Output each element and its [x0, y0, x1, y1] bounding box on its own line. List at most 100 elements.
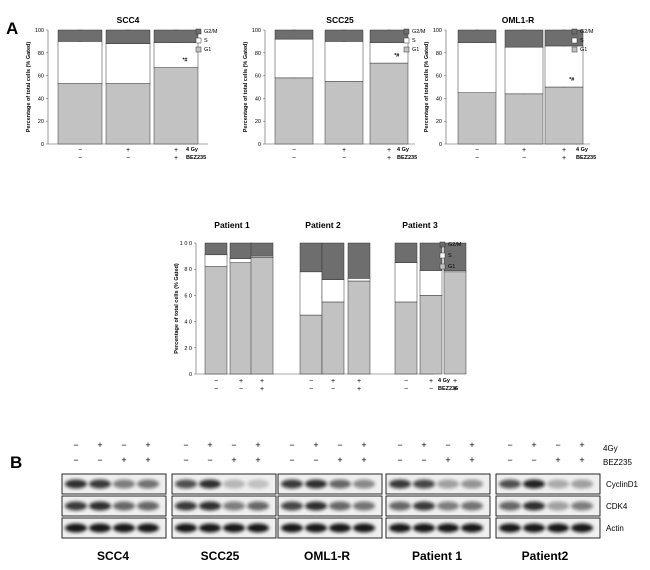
treatment-sign-row1: +	[260, 378, 264, 385]
blot-band	[175, 523, 197, 533]
bar-segment-g2m	[105, 29, 151, 44]
treatment-sign-row1: −	[292, 147, 296, 154]
treatment-label-row2: BEZ235	[186, 155, 206, 161]
treatment-label-row2: BEZ235	[397, 155, 417, 161]
wb-sign-4gy: +	[469, 440, 474, 450]
group-title: Patient 3	[402, 220, 438, 230]
legend-swatch	[571, 28, 578, 35]
protein-label: CDK4	[606, 502, 628, 511]
blot-box	[171, 517, 277, 539]
significance-annotation: *#	[394, 53, 400, 59]
legend-swatch	[439, 241, 446, 248]
blot-band	[523, 501, 545, 511]
treatment-sign-row2: −	[522, 155, 526, 162]
bar-segment-s	[324, 41, 364, 82]
bar-segment-g1	[105, 83, 151, 145]
legend-label: G2/M	[448, 242, 462, 248]
wb-sign-bez235: +	[337, 455, 342, 465]
wb-sign-bez235: −	[397, 455, 402, 465]
chart-2: 0 20 40 60 80 100 Percentage of total cells (%…	[424, 15, 596, 162]
wb-sign-4gy: +	[145, 440, 150, 450]
legend-label: G1	[204, 47, 211, 53]
y-tick-label: 100	[433, 28, 442, 34]
y-tick-label: 20	[436, 119, 442, 125]
y-tick-label: 80	[255, 51, 261, 57]
legend-label: G1	[412, 47, 419, 53]
blot-band	[89, 501, 111, 511]
wb-sign-4gy: −	[445, 440, 450, 450]
wb-sign-4gy: −	[397, 440, 402, 450]
bar-segment-g1	[347, 280, 371, 375]
chart-3: 0 2 0 4 0 6 0 8 0 1 0 0 Percentage of total ce…	[174, 220, 467, 393]
y-axis-label: Percentage of total cells (% Gated)	[243, 42, 249, 133]
y-tick-label: 40	[436, 96, 442, 102]
y-tick-label: 20	[255, 119, 261, 125]
blot-band	[65, 523, 87, 533]
treatment-sign-row2: −	[429, 386, 433, 393]
bar-segment-g2m	[250, 242, 274, 257]
wb-sign-4gy: +	[361, 440, 366, 450]
legend-label: S	[448, 253, 452, 259]
blot-band	[499, 501, 521, 511]
blot-band	[389, 479, 411, 489]
blot-band	[305, 479, 327, 489]
bar-segment-g2m	[457, 29, 497, 43]
treatment-sign-row2: −	[292, 155, 296, 162]
y-tick-label: 0	[439, 142, 442, 148]
wb-sign-4gy: +	[97, 440, 102, 450]
wb-sign-bez235: −	[97, 455, 102, 465]
y-tick-label: 40	[255, 96, 261, 102]
wb-sign-bez235: −	[289, 455, 294, 465]
bar-segment-g1	[299, 314, 323, 375]
bar-segment-g1	[153, 67, 199, 145]
blot-band	[413, 501, 435, 511]
treatment-sign-row1: −	[214, 378, 218, 385]
blot-band	[305, 501, 327, 511]
blot-box	[385, 495, 491, 517]
y-tick-label: 60	[38, 74, 44, 80]
y-tick-label: 80	[38, 51, 44, 57]
wb-sign-bez235: +	[555, 455, 560, 465]
bar-segment-s	[457, 42, 497, 93]
blot-band	[199, 523, 221, 533]
bar-segment-g2m	[544, 29, 584, 47]
y-tick-label: 4 0	[184, 320, 192, 326]
wb-sign-4gy: +	[255, 440, 260, 450]
blot-band	[461, 479, 483, 489]
blot-box	[495, 473, 601, 495]
blot-band	[571, 523, 593, 533]
blot-band	[137, 479, 159, 489]
blot-box	[61, 473, 167, 495]
blot-box	[277, 517, 383, 539]
legend-label: G1	[580, 47, 587, 53]
treatment-label-row1: 4 Gy	[397, 147, 410, 153]
treatment-sign-row2: −	[342, 155, 346, 162]
wb-sign-bez235: −	[421, 455, 426, 465]
significance-annotation: *#	[182, 58, 188, 64]
charts-layer: 0 20 40 60 80 100 Percentage of total cells (%…	[26, 15, 596, 393]
blot-band	[113, 523, 135, 533]
blot-band	[305, 523, 327, 533]
legend-swatch	[571, 46, 578, 53]
blot-band	[281, 501, 303, 511]
treatment-sign-row1: −	[475, 147, 479, 154]
blot-band	[113, 501, 135, 511]
blot-box	[171, 495, 277, 517]
wb-sign-4gy: −	[231, 440, 236, 450]
wb-label-bez235: BEZ235	[603, 458, 632, 467]
treatment-label-row1: 4 Gy	[576, 147, 589, 153]
blot-band	[437, 523, 459, 533]
wb-sign-4gy: −	[507, 440, 512, 450]
wb-sign-bez235: −	[507, 455, 512, 465]
blot-band	[89, 523, 111, 533]
protein-label: CyclinD1	[606, 480, 639, 489]
bar-segment-g2m	[504, 29, 544, 48]
bar-segment-s	[299, 271, 323, 316]
legend-swatch	[195, 28, 202, 35]
treatment-sign-row1: +	[331, 378, 335, 385]
bar-segment-g1	[419, 295, 443, 375]
blot-band	[413, 479, 435, 489]
wb-sign-4gy: −	[555, 440, 560, 450]
blot-band	[523, 523, 545, 533]
